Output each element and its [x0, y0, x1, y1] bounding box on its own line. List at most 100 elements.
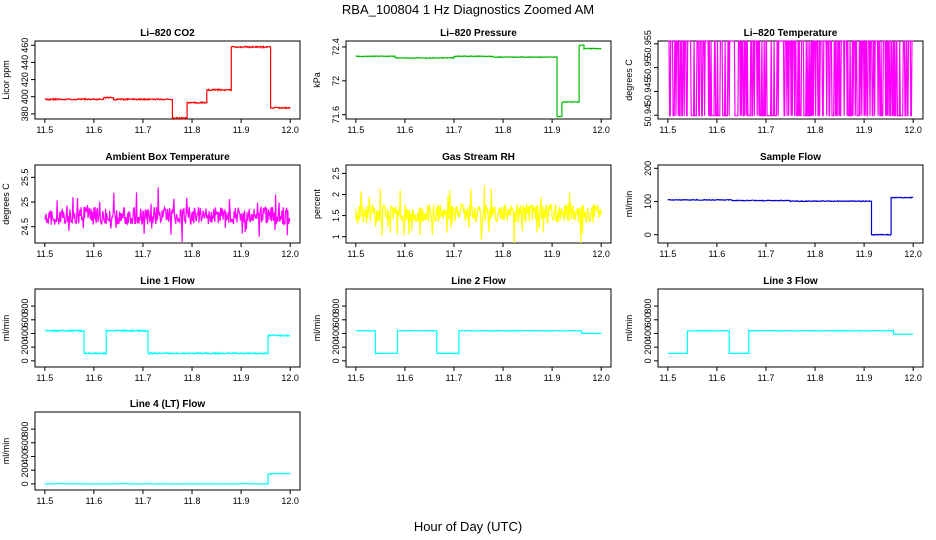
x-tick-label: 11.5: [347, 125, 364, 135]
panel-title: Li–820 Pressure: [440, 28, 517, 39]
x-tick-label: 11.9: [856, 125, 873, 135]
y-tick-label: 72: [331, 76, 341, 86]
x-tick-label: 12.0: [904, 249, 922, 259]
series-line: [667, 329, 914, 355]
y-tick-label: 440: [20, 55, 30, 70]
y-tick-label: 25: [20, 197, 30, 207]
x-tick-label: 12.0: [904, 373, 922, 383]
series-line: [44, 328, 291, 356]
x-tick-label: 11.5: [659, 249, 676, 259]
x-tick-label: 11.8: [495, 125, 512, 135]
y-tick-label: 600: [20, 435, 30, 450]
y-axis-label: ml/min: [624, 315, 634, 342]
plot-frame: [34, 40, 301, 120]
series-line: [355, 44, 602, 118]
y-tick-label: 600: [20, 312, 30, 327]
panel-title: Li–820 Temperature: [744, 28, 838, 39]
x-tick-label: 11.7: [758, 125, 775, 135]
y-tick-label: 72.4: [331, 38, 341, 56]
panel-7: Line 1 Flow ml/min 11.5 11.6 11.7 11.8 11.9 12.…: [1, 276, 301, 383]
y-tick-label: 400: [20, 326, 30, 341]
panel-title: Gas Stream RH: [442, 152, 515, 163]
y-tick-label: 50.95: [643, 56, 653, 79]
y-axis-label: degrees C: [624, 59, 634, 101]
x-tick-label: 12.0: [592, 373, 610, 383]
x-tick-label: 12.0: [281, 496, 299, 506]
y-axis-label: percent: [312, 188, 322, 219]
x-tick-label: 11.8: [807, 125, 824, 135]
y-tick-label: 1: [331, 234, 341, 239]
x-tick-label: 11.5: [36, 249, 53, 259]
y-tick-label: 400: [643, 326, 653, 341]
series-line: [44, 472, 291, 485]
y-tick-label: 50.94: [643, 104, 653, 127]
y-axis-label: Licor ppm: [1, 60, 11, 100]
x-tick-label: 11.9: [856, 373, 873, 383]
x-tick-label: 11.6: [396, 249, 413, 259]
x-tick-label: 11.6: [708, 373, 725, 383]
x-tick-label: 11.5: [659, 125, 676, 135]
y-tick-label: 800: [20, 299, 30, 314]
panel-title: Line 2 Flow: [451, 276, 506, 287]
x-tick-label: 11.8: [184, 373, 201, 383]
x-tick-label: 11.8: [184, 496, 201, 506]
y-tick-label: 50.955: [643, 30, 653, 58]
x-tick-label: 11.6: [396, 373, 413, 383]
figure-title: RBA_100804 1 Hz Diagnostics Zoomed AM: [342, 2, 594, 17]
y-tick-label: 200: [331, 340, 341, 355]
y-axis-label: kPa: [312, 72, 322, 88]
series-line: [44, 44, 291, 121]
x-tick-label: 11.7: [135, 125, 152, 135]
plot-frame: [657, 164, 924, 244]
plot-frame: [345, 288, 612, 368]
panel-8: Line 2 Flow ml/min 11.5 11.6 11.7 11.8 11.9 12.…: [312, 276, 612, 383]
y-tick-label: 600: [643, 312, 653, 327]
x-tick-label: 11.9: [233, 125, 250, 135]
x-tick-label: 11.6: [708, 125, 725, 135]
y-tick-label: 200: [643, 340, 653, 355]
y-tick-label: 0: [20, 358, 30, 363]
y-tick-label: 200: [20, 463, 30, 478]
x-tick-label: 11.9: [544, 249, 561, 259]
x-tick-label: 12.0: [904, 125, 922, 135]
y-tick-label: 400: [331, 326, 341, 341]
x-tick-label: 11.6: [708, 249, 725, 259]
y-tick-label: 100: [643, 194, 653, 209]
y-tick-label: 200: [20, 340, 30, 355]
y-tick-label: 400: [20, 89, 30, 104]
x-tick-label: 11.8: [807, 249, 824, 259]
y-tick-label: 460: [20, 38, 30, 53]
panel-10: Line 4 (LT) Flow ml/min 11.5 11.6 11.7 11.8 11…: [1, 399, 301, 506]
x-tick-label: 11.9: [233, 373, 250, 383]
x-tick-label: 11.6: [85, 496, 102, 506]
y-axis-label: ml/min: [312, 315, 322, 342]
x-tick-label: 11.6: [85, 249, 102, 259]
y-tick-label: 2.5: [331, 167, 341, 180]
y-tick-label: 24.5: [20, 218, 30, 236]
y-axis-label: ml/min: [1, 315, 11, 342]
panel-title: Ambient Box Temperature: [105, 152, 230, 163]
x-tick-label: 11.7: [135, 373, 152, 383]
x-tick-label: 11.9: [544, 125, 561, 135]
x-tick-label: 11.9: [233, 249, 250, 259]
y-tick-label: 50.945: [643, 78, 653, 106]
panel-title: Sample Flow: [760, 152, 821, 163]
x-tick-label: 11.8: [184, 249, 201, 259]
x-tick-label: 12.0: [592, 249, 610, 259]
y-tick-label: 600: [331, 312, 341, 327]
panel-9: Line 3 Flow ml/min 11.5 11.6 11.7 11.8 11.9 12.…: [624, 276, 924, 383]
series-line: [355, 329, 602, 355]
x-tick-label: 11.7: [758, 373, 775, 383]
x-tick-label: 11.8: [495, 249, 512, 259]
panel-title: Line 3 Flow: [763, 276, 818, 287]
series-line: [355, 185, 602, 244]
x-tick-label: 12.0: [281, 125, 299, 135]
x-tick-label: 11.8: [495, 373, 512, 383]
y-axis-label: degrees C: [1, 183, 11, 225]
x-tick-label: 11.5: [36, 125, 53, 135]
y-tick-label: 380: [20, 106, 30, 121]
x-tick-label: 11.7: [135, 249, 152, 259]
y-tick-label: 420: [20, 72, 30, 87]
